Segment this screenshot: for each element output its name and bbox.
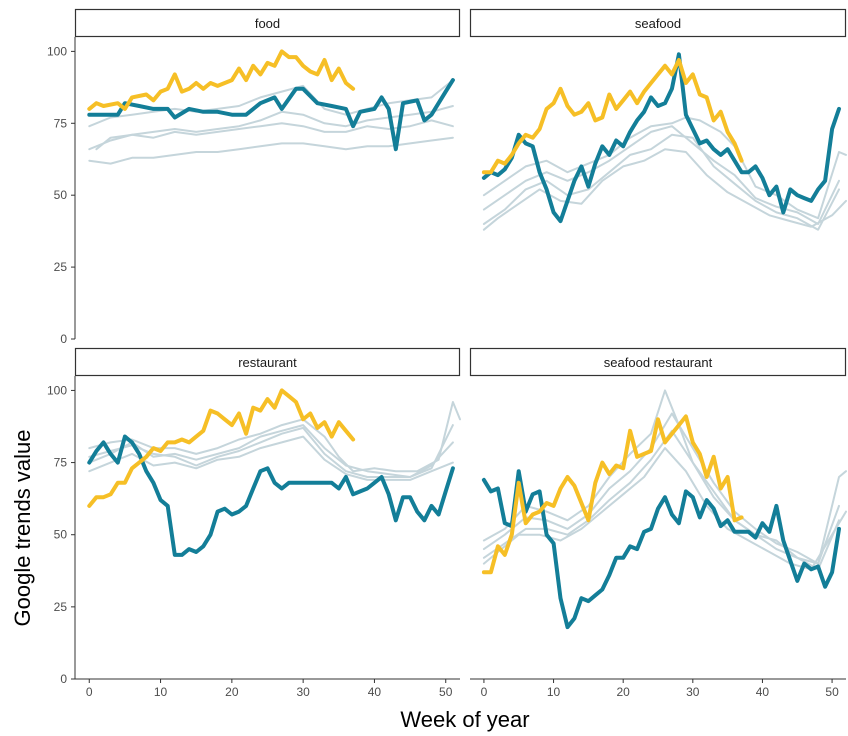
series-line-previous-restaurant-4 (87, 434, 455, 557)
x-tick-label-restaurant-30: 30 (296, 685, 310, 699)
x-tick-label-restaurant-0: 0 (86, 685, 93, 699)
strip-label-seafood: seafood (635, 16, 681, 31)
series-line-other-seafood-restaurant-2 (482, 429, 840, 571)
y-tick-label-restaurant-75: 75 (54, 456, 68, 470)
panel-seafood: seafood (469, 8, 847, 231)
x-tick-label-seafood-restaurant-40: 40 (756, 685, 770, 699)
y-tick-label-food-100: 100 (47, 44, 67, 58)
strip-label-seafood-restaurant: seafood restaurant (604, 355, 713, 370)
y-tick-label-restaurant-0: 0 (60, 672, 67, 686)
chart-panels: food0255075100seafoodrestaurant025507510… (47, 8, 847, 699)
strip-box-seafood (469, 8, 847, 38)
series-line-current-food-5 (87, 49, 356, 111)
strip-box-seafood-restaurant (469, 347, 847, 377)
series-line-previous-seafood-4 (481, 52, 841, 224)
y-tick-label-food-75: 75 (54, 116, 68, 130)
series-line-previous-food-4 (87, 78, 455, 152)
y-tick-label-restaurant-25: 25 (54, 600, 68, 614)
series-line-other-seafood-0 (482, 116, 847, 220)
x-tick-label-restaurant-20: 20 (225, 685, 239, 699)
series-line-other-restaurant-3 (88, 435, 454, 481)
x-tick-label-seafood-restaurant-20: 20 (617, 685, 631, 699)
strip-box-restaurant (74, 347, 461, 377)
strip-box-food (74, 8, 461, 38)
series-line-other-food-3 (88, 136, 454, 165)
panel-restaurant: restaurant 0 25 50 75 100 0 10 20 30 40 50 (47, 347, 461, 699)
x-tick-label-restaurant-40: 40 (368, 685, 382, 699)
strip-label-food: food (255, 16, 280, 31)
series-line-other-seafood-1 (482, 125, 840, 225)
y-tick-label-restaurant-100: 100 (47, 383, 67, 397)
series-line-other-seafood-3 (482, 148, 847, 231)
x-axis-title: Week of year (400, 707, 529, 732)
y-tick-label-food-0: 0 (60, 332, 67, 346)
series-line-current-restaurant-5 (87, 388, 356, 508)
series-line-other-seafood-2 (482, 133, 840, 231)
y-axis-title: Google trends value (10, 430, 35, 627)
series-line-current-seafood-restaurant-5 (481, 414, 744, 575)
series-line-other-food-1 (88, 105, 454, 151)
y-tick-label-food-50: 50 (54, 188, 68, 202)
panel-food: food 0 25 50 75 100 (47, 8, 461, 346)
y-tick-label-restaurant-50: 50 (54, 528, 68, 542)
panel-seafood-restaurant: seafood restaurant 0 10 20 30 40 50 (469, 347, 847, 699)
series-line-current-seafood-5 (481, 58, 744, 175)
series-line-previous-seafood-restaurant-4 (481, 469, 841, 630)
strip-label-restaurant: restaurant (238, 355, 297, 370)
x-tick-label-restaurant-10: 10 (154, 685, 168, 699)
y-tick-label-food-25: 25 (54, 260, 68, 274)
series-line-other-seafood-restaurant-0 (482, 389, 847, 565)
x-tick-label-seafood-restaurant-50: 50 (825, 685, 839, 699)
x-tick-label-seafood-restaurant-0: 0 (481, 685, 488, 699)
x-tick-label-seafood-restaurant-30: 30 (686, 685, 700, 699)
series-line-other-food-0 (88, 79, 454, 128)
x-tick-label-restaurant-50: 50 (439, 685, 453, 699)
x-tick-label-seafood-restaurant-10: 10 (547, 685, 561, 699)
